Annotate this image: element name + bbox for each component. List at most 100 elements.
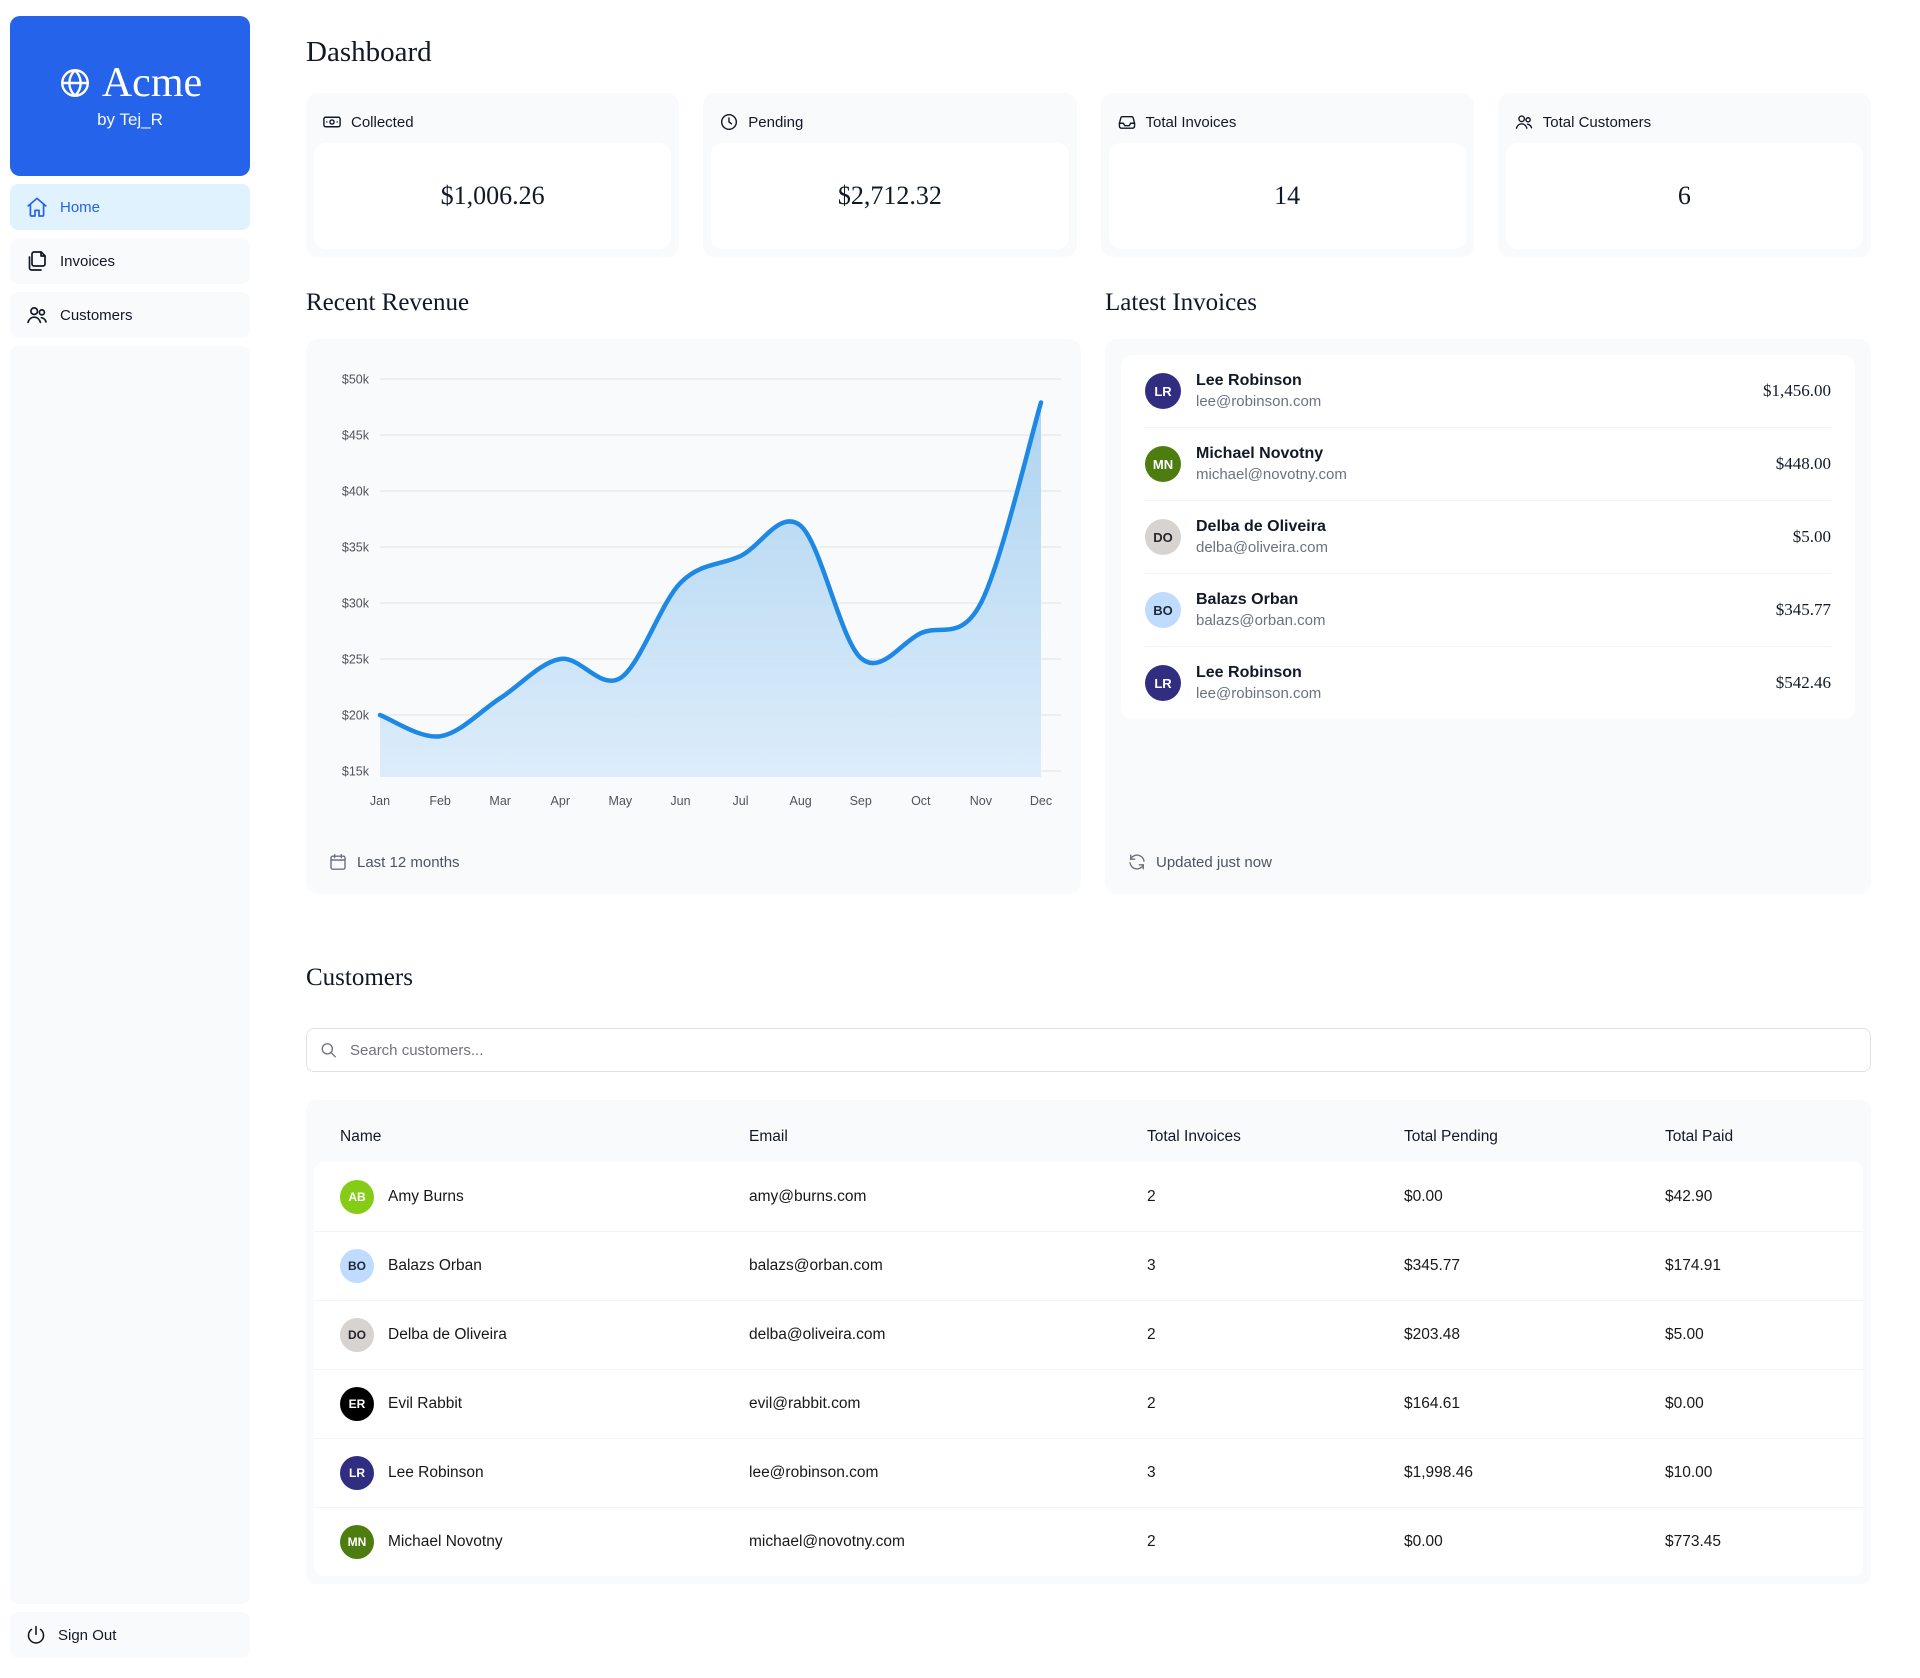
customer-total-invoices: 3: [1147, 1257, 1156, 1274]
customer-name: Balazs Orban: [388, 1257, 482, 1274]
customer-name: Delba de Oliveira: [388, 1326, 507, 1343]
avatar: LR: [340, 1456, 374, 1490]
customer-email: lee@robinson.com: [749, 1464, 879, 1481]
customers-section: Customers Name Email Total Invoices Total P…: [306, 964, 1871, 1584]
customer-name-cell: DO Delba de Oliveira: [340, 1318, 749, 1352]
stat-value: 14: [1108, 143, 1466, 249]
invoice-customer-email: lee@robinson.com: [1196, 393, 1322, 410]
svg-text:$40k: $40k: [342, 485, 370, 499]
latest-invoices-card: LR Lee Robinson lee@robinson.com $1,456.00 M…: [1105, 339, 1871, 894]
table-row: LR Lee Robinson lee@robinson.com 3 $1,998.46…: [314, 1438, 1863, 1507]
logo-subtitle: by Tej_R: [97, 110, 163, 129]
avatar: LR: [1145, 373, 1181, 409]
customer-total-paid: $42.90: [1665, 1187, 1713, 1205]
invoice-list: LR Lee Robinson lee@robinson.com $1,456.00 M…: [1121, 355, 1855, 719]
customer-total-invoices: 2: [1147, 1533, 1156, 1550]
invoice-customer-name: Balazs Orban: [1196, 591, 1299, 608]
avatar: BO: [340, 1249, 374, 1283]
revenue-chart-svg: $50k $45k $40k $35k $30k $25k $20k $15k Jan Feb Ma…: [342, 373, 1061, 808]
customer-total-paid: $174.91: [1665, 1257, 1722, 1274]
avatar: ER: [340, 1387, 374, 1421]
acme-logo-link[interactable]: Acme by Tej_R: [10, 16, 250, 176]
column-header-total-paid: Total Paid: [1665, 1128, 1734, 1145]
invoice-customer-name: Lee Robinson: [1196, 372, 1302, 389]
revenue-chart: $50k $45k $40k $35k $30k $25k $20k $15k Jan Feb Ma…: [322, 355, 1065, 821]
svg-text:Mar: Mar: [489, 794, 511, 808]
invoice-customer-email: michael@novotny.com: [1196, 466, 1347, 483]
invoice-customer-name: Lee Robinson: [1196, 664, 1302, 681]
stat-card-header: Collected: [314, 101, 671, 143]
latest-invoices-section: Latest Invoices LR Lee Robinson lee@robins…: [1105, 289, 1871, 894]
stat-card-header: Total Invoices: [1109, 101, 1466, 143]
stat-card-total-customers: Total Customers 6: [1497, 93, 1871, 257]
stat-label: Collected: [351, 113, 414, 131]
avatar: AB: [340, 1179, 374, 1214]
svg-text:$35k: $35k: [342, 541, 370, 555]
invoice-amount: $542.46: [1775, 673, 1831, 692]
stat-card-total-invoices: Total Invoices 14: [1100, 93, 1474, 257]
customer-email: amy@burns.com: [749, 1187, 867, 1205]
svg-text:Apr: Apr: [551, 794, 570, 808]
table-row: ER Evil Rabbit evil@rabbit.com 2 $164.61 $0.0…: [314, 1369, 1863, 1438]
invoice-amount: $1,456.00: [1763, 381, 1831, 400]
search-input[interactable]: [306, 1028, 1871, 1072]
svg-text:$20k: $20k: [342, 709, 370, 723]
stat-label: Pending: [748, 113, 804, 131]
svg-text:Feb: Feb: [429, 794, 451, 808]
invoice-customer: Lee Robinson lee@robinson.com: [1196, 372, 1321, 410]
home-icon: [25, 195, 49, 219]
search-icon: [319, 1041, 338, 1060]
invoice-row: LR Lee Robinson lee@robinson.com $1,456.00: [1145, 355, 1831, 427]
invoice-amount: $448.00: [1775, 454, 1831, 473]
invoice-amount: $5.00: [1792, 527, 1831, 546]
customers-icon: [25, 303, 49, 327]
invoice-customer: Lee Robinson lee@robinson.com: [1196, 664, 1321, 702]
sidebar-filler: [10, 346, 250, 1604]
latest-invoices-footer: Updated just now: [1121, 842, 1855, 878]
customer-name-cell: ER Evil Rabbit: [340, 1387, 749, 1421]
clock-icon: [719, 112, 739, 132]
invoice-customer: Balazs Orban balazs@orban.com: [1196, 591, 1325, 629]
svg-text:$15k: $15k: [342, 765, 370, 779]
sign-out-button[interactable]: Sign Out: [10, 1612, 250, 1658]
latest-invoices-title: Latest Invoices: [1105, 289, 1258, 316]
customer-name-cell: AB Amy Burns: [340, 1179, 749, 1214]
globe-icon: [58, 66, 92, 100]
customer-total-invoices: 3: [1147, 1464, 1156, 1481]
customer-total-paid: $773.45: [1665, 1533, 1722, 1550]
invoice-row: LR Lee Robinson lee@robinson.com $542.46: [1145, 646, 1831, 719]
customer-name-cell: LR Lee Robinson: [340, 1456, 749, 1490]
customer-total-pending: $1,998.46: [1404, 1464, 1473, 1481]
invoice-amount: $345.77: [1775, 600, 1831, 619]
sidebar-item-customers[interactable]: Customers: [10, 292, 250, 338]
avatar: DO: [1145, 519, 1181, 555]
banknote-icon: [322, 112, 342, 132]
sidebar-item-home[interactable]: Home: [10, 184, 250, 230]
invoice-customer-email: delba@oliveira.com: [1196, 539, 1328, 556]
table-header-row: Name Email Total Invoices Total Pending Tota…: [314, 1108, 1863, 1162]
table-row: AB Amy Burns amy@burns.com 2 $0.00 $42.90: [314, 1162, 1863, 1231]
stat-value: $1,006.26: [314, 143, 672, 249]
refresh-icon: [1127, 852, 1147, 872]
avatar: MN: [340, 1525, 374, 1559]
stat-value: $2,712.32: [711, 143, 1069, 249]
stats-row: Collected $1,006.26 Pending $2,712.32 Total …: [306, 93, 1871, 257]
invoices-icon: [25, 249, 49, 273]
column-header-name: Name: [340, 1128, 382, 1145]
stat-card-pending: Pending $2,712.32: [703, 93, 1077, 257]
customer-total-pending: $203.48: [1404, 1326, 1461, 1343]
svg-text:Sep: Sep: [850, 794, 872, 808]
avatar: DO: [340, 1318, 374, 1352]
avatar: MN: [1145, 446, 1181, 482]
invoice-customer-email: balazs@orban.com: [1196, 612, 1326, 629]
revenue-chart-card: $50k $45k $40k $35k $30k $25k $20k $15k Jan Feb Ma…: [306, 339, 1081, 894]
sidebar-item-invoices[interactable]: Invoices: [10, 238, 250, 284]
customer-total-paid: $0.00: [1665, 1395, 1704, 1412]
customer-total-invoices: 2: [1147, 1395, 1156, 1412]
svg-text:$45k: $45k: [342, 429, 370, 443]
revenue-title: Recent Revenue: [306, 289, 470, 316]
invoice-customer-email: lee@robinson.com: [1196, 685, 1322, 702]
customer-total-paid: $10.00: [1665, 1464, 1713, 1481]
calendar-icon: [328, 852, 348, 872]
customers-title: Customers: [306, 964, 413, 991]
